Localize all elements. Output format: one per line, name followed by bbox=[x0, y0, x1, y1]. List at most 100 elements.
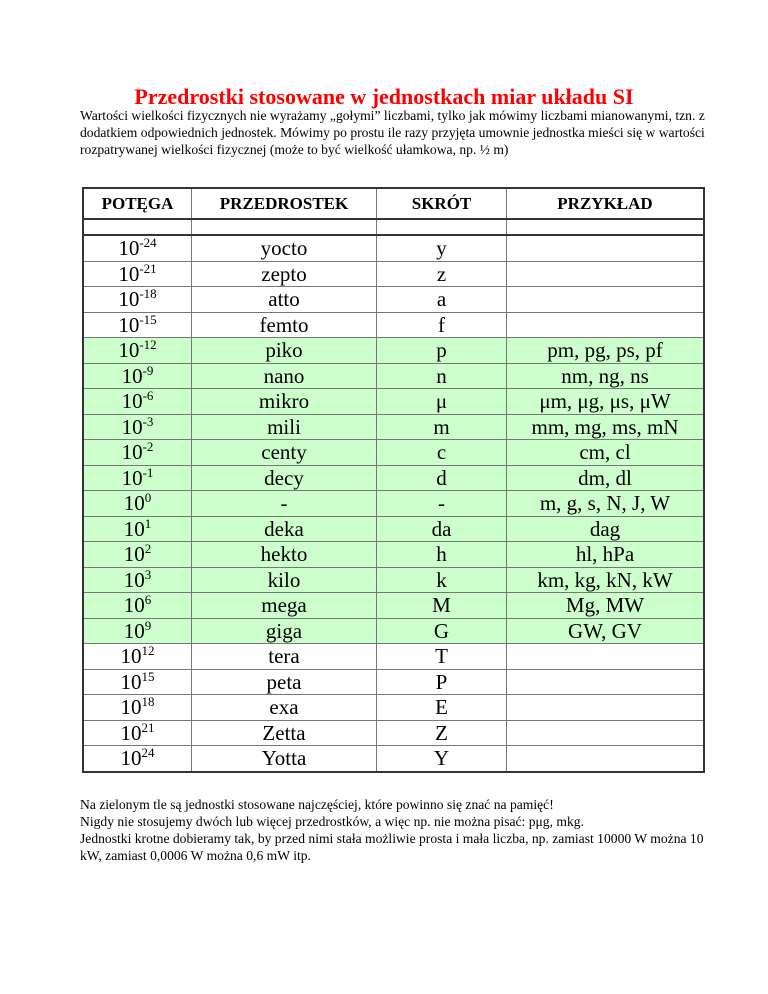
table-row: 10-18 atto a bbox=[82, 286, 705, 313]
power-cell: 10-6 bbox=[82, 388, 192, 415]
power-exponent: -9 bbox=[142, 362, 154, 378]
table-row: 101 deka da dag bbox=[82, 515, 705, 542]
power-base: 10 bbox=[118, 287, 140, 312]
example-cell: pm, pg, ps, pf bbox=[506, 337, 705, 364]
power-base: 10 bbox=[123, 593, 145, 618]
symbol-cell: f bbox=[376, 311, 507, 338]
power-exponent: 15 bbox=[141, 668, 155, 684]
symbol-cell: p bbox=[376, 337, 507, 364]
symbol-cell: Z bbox=[376, 719, 507, 746]
power-exponent: -2 bbox=[142, 439, 154, 455]
intro-paragraph: Wartości wielkości fizycznych nie wyraża… bbox=[80, 108, 705, 157]
symbol-cell: m bbox=[376, 413, 507, 440]
table-row: 1018 exa E bbox=[82, 694, 705, 721]
blank-cell bbox=[376, 218, 507, 236]
symbol-cell: G bbox=[376, 617, 507, 644]
power-exponent: 6 bbox=[144, 592, 152, 608]
power-base: 10 bbox=[118, 338, 140, 363]
example-cell: cm, cl bbox=[506, 439, 705, 466]
power-base: 10 bbox=[121, 465, 143, 490]
table-row: 102 hekto h hl, hPa bbox=[82, 541, 705, 568]
prefix-cell: zepto bbox=[191, 260, 377, 287]
symbol-cell: T bbox=[376, 643, 507, 670]
header-example: PRZYKŁAD bbox=[506, 187, 705, 220]
symbol-cell: h bbox=[376, 541, 507, 568]
symbol-cell: E bbox=[376, 694, 507, 721]
power-exponent: -1 bbox=[142, 464, 154, 480]
example-cell: GW, GV bbox=[506, 617, 705, 644]
power-base: 10 bbox=[121, 363, 143, 388]
power-cell: 1018 bbox=[82, 694, 192, 721]
power-base: 10 bbox=[123, 491, 145, 516]
example-cell: dm, dl bbox=[506, 464, 705, 491]
prefix-cell: decy bbox=[191, 464, 377, 491]
note-line: Nigdy nie stosujemy dwóch lub więcej prz… bbox=[80, 814, 584, 829]
prefix-cell: exa bbox=[191, 694, 377, 721]
prefix-cell: hekto bbox=[191, 541, 377, 568]
header-prefix: PRZEDROSTEK bbox=[191, 187, 377, 220]
table-row: 1012 tera T bbox=[82, 643, 705, 670]
table-row: 10-2 centy c cm, cl bbox=[82, 439, 705, 466]
power-base: 10 bbox=[121, 414, 143, 439]
header-symbol: SKRÓT bbox=[376, 187, 507, 220]
outro-notes: Na zielonym tle są jednostki stosowane n… bbox=[80, 796, 710, 864]
example-cell bbox=[506, 668, 705, 695]
prefix-cell: Yotta bbox=[191, 745, 377, 772]
power-exponent: -6 bbox=[142, 388, 154, 404]
example-cell bbox=[506, 234, 705, 262]
symbol-cell: a bbox=[376, 286, 507, 313]
power-cell: 10-12 bbox=[82, 337, 192, 364]
table-row: 10-21 zepto z bbox=[82, 260, 705, 287]
example-cell: nm, ng, ns bbox=[506, 362, 705, 389]
prefix-table: POTĘGA PRZEDROSTEK SKRÓT PRZYKŁAD 10-24 y… bbox=[82, 187, 705, 773]
power-exponent: 24 bbox=[141, 745, 155, 761]
prefix-cell: giga bbox=[191, 617, 377, 644]
prefix-cell: piko bbox=[191, 337, 377, 364]
power-base: 10 bbox=[118, 236, 140, 261]
symbol-cell: M bbox=[376, 592, 507, 619]
power-cell: 106 bbox=[82, 592, 192, 619]
power-exponent: 3 bbox=[144, 566, 152, 582]
power-exponent: -3 bbox=[142, 413, 154, 429]
power-cell: 10-9 bbox=[82, 362, 192, 389]
blank-row bbox=[82, 218, 705, 236]
power-exponent: 21 bbox=[141, 719, 155, 735]
example-cell: hl, hPa bbox=[506, 541, 705, 568]
power-cell: 103 bbox=[82, 566, 192, 593]
symbol-cell: d bbox=[376, 464, 507, 491]
table-header-row: POTĘGA PRZEDROSTEK SKRÓT PRZYKŁAD bbox=[82, 187, 705, 220]
power-base: 10 bbox=[118, 261, 140, 286]
power-base: 10 bbox=[118, 312, 140, 337]
symbol-cell: k bbox=[376, 566, 507, 593]
example-cell: m, g, s, N, J, W bbox=[506, 490, 705, 517]
power-exponent: -12 bbox=[139, 337, 157, 353]
power-base: 10 bbox=[120, 746, 142, 771]
power-base: 10 bbox=[123, 516, 145, 541]
example-cell: km, kg, kN, kW bbox=[506, 566, 705, 593]
power-exponent: 1 bbox=[144, 515, 152, 531]
symbol-cell: P bbox=[376, 668, 507, 695]
power-exponent: 0 bbox=[144, 490, 152, 506]
prefix-cell: yocto bbox=[191, 234, 377, 262]
prefix-cell: nano bbox=[191, 362, 377, 389]
symbol-cell: Y bbox=[376, 745, 507, 772]
prefix-cell: kilo bbox=[191, 566, 377, 593]
table-row: 1021 Zetta Z bbox=[82, 719, 705, 746]
power-base: 10 bbox=[120, 669, 142, 694]
power-cell: 100 bbox=[82, 490, 192, 517]
power-cell: 1015 bbox=[82, 668, 192, 695]
example-cell: dag bbox=[506, 515, 705, 542]
power-exponent: -15 bbox=[139, 311, 157, 327]
symbol-cell: c bbox=[376, 439, 507, 466]
prefix-cell: mega bbox=[191, 592, 377, 619]
note-line: Na zielonym tle są jednostki stosowane n… bbox=[80, 797, 554, 812]
table-row: 10-9 nano n nm, ng, ns bbox=[82, 362, 705, 389]
example-cell bbox=[506, 694, 705, 721]
page-title: Przedrostki stosowane w jednostkach miar… bbox=[134, 84, 634, 109]
blank-cell bbox=[191, 218, 377, 236]
example-cell bbox=[506, 745, 705, 772]
symbol-cell: da bbox=[376, 515, 507, 542]
table-row: 10-12 piko p pm, pg, ps, pf bbox=[82, 337, 705, 364]
prefix-cell: - bbox=[191, 490, 377, 517]
example-cell bbox=[506, 286, 705, 313]
